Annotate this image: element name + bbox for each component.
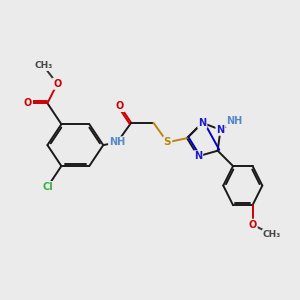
Text: O: O: [24, 98, 32, 108]
Text: CH₃: CH₃: [34, 61, 52, 70]
Text: Cl: Cl: [42, 182, 53, 192]
Text: O: O: [248, 220, 257, 230]
Text: N: N: [198, 118, 206, 128]
Text: NH: NH: [109, 137, 125, 147]
Text: S: S: [164, 137, 171, 147]
Text: N: N: [194, 151, 202, 161]
Text: CH₃: CH₃: [263, 230, 281, 239]
Text: O: O: [116, 101, 124, 111]
Text: NH: NH: [226, 116, 243, 126]
Text: N: N: [216, 125, 224, 135]
Text: O: O: [53, 79, 61, 89]
